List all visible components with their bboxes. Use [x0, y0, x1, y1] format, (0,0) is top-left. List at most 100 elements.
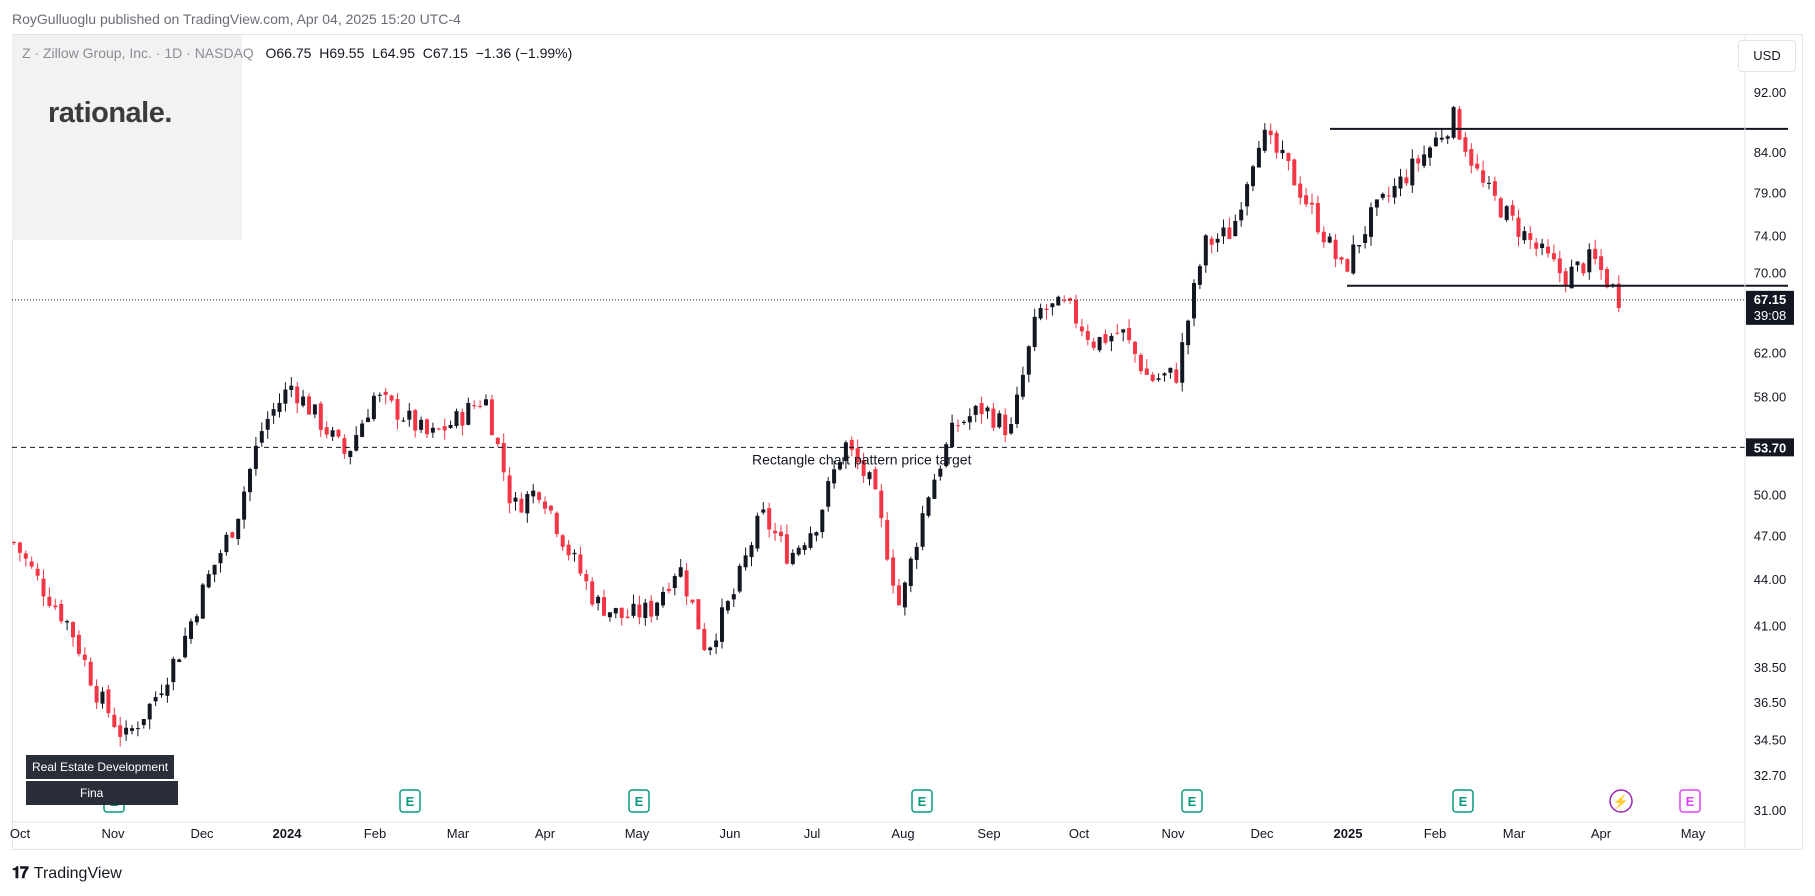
y-tick-label: 38.50 — [1754, 660, 1787, 675]
target-price-label: 53.70 — [1754, 440, 1787, 455]
candle-body — [897, 585, 901, 606]
candle-body — [944, 444, 949, 467]
currency-button[interactable]: USD — [1738, 40, 1796, 72]
candle-body — [1280, 149, 1285, 154]
candle-body — [572, 552, 577, 555]
candle-body — [106, 689, 111, 714]
footer-brand[interactable]: TradingView — [33, 865, 122, 882]
candle-body — [236, 518, 241, 540]
candle-body — [23, 553, 28, 559]
earnings-icon — [628, 789, 650, 813]
candle-body — [478, 405, 483, 407]
candle-body — [584, 574, 589, 582]
candle-body — [1422, 154, 1427, 166]
candle-body — [720, 607, 724, 642]
x-tick-label: Nov — [101, 826, 125, 841]
candle-body — [1186, 320, 1191, 346]
earnings-icon — [1452, 789, 1474, 813]
candle-body — [12, 541, 16, 543]
candle-body — [843, 442, 848, 462]
candle-body — [979, 403, 984, 415]
candle-body — [1003, 414, 1008, 436]
x-tick-label: Feb — [364, 826, 386, 841]
candle-body — [1428, 147, 1432, 158]
sector-badge[interactable]: Real Estate Development — [26, 755, 175, 779]
candle-body — [1251, 166, 1255, 187]
candle-body — [419, 419, 424, 430]
candle-body — [200, 584, 205, 619]
y-tick-label: 36.50 — [1754, 695, 1787, 710]
candle-body — [348, 450, 353, 457]
candle-body — [1386, 195, 1391, 197]
candle-body — [489, 399, 494, 436]
candle-body — [1233, 220, 1238, 237]
candle-body — [649, 600, 654, 617]
earnings-icon — [1181, 789, 1203, 813]
candle-body — [1215, 238, 1220, 243]
candle-body — [1256, 147, 1261, 168]
candle-body — [1138, 354, 1143, 372]
change-value: −1.36 (−1.99%) — [475, 45, 573, 61]
countdown-label: 39:08 — [1754, 308, 1787, 323]
open-label: O — [265, 45, 277, 61]
candle-body — [1292, 159, 1297, 186]
candle-body — [873, 469, 878, 490]
y-tick-label: 74.00 — [1754, 229, 1787, 244]
candle-body — [1174, 369, 1179, 383]
candle-body — [1498, 198, 1503, 218]
candle-body — [1557, 258, 1562, 274]
candle-body — [413, 410, 418, 431]
candle-body — [566, 544, 571, 556]
x-tick-label: May — [1681, 826, 1706, 841]
candle-body — [442, 426, 447, 431]
candle-body — [773, 530, 778, 534]
candle-body — [696, 599, 701, 630]
candle-body — [678, 567, 683, 577]
candle-body — [637, 604, 642, 618]
candle-body — [1551, 253, 1556, 260]
candle-body — [1144, 368, 1149, 375]
candle-body — [1221, 227, 1226, 237]
candle-body — [1546, 246, 1550, 254]
rationale-logo: rationale. — [48, 97, 172, 129]
sector-badge-secondary[interactable]: Fina — [26, 781, 178, 805]
candle-body — [1127, 327, 1132, 341]
candle-body — [1587, 249, 1592, 273]
candle-body — [1121, 329, 1126, 333]
candle-body — [914, 546, 919, 560]
candle-body — [1310, 202, 1314, 205]
candle-body — [495, 437, 500, 444]
candle-body — [324, 427, 329, 435]
x-tick-label: Dec — [190, 826, 214, 841]
candle-body — [961, 421, 966, 424]
candle-body — [1487, 182, 1491, 184]
candle-body — [124, 727, 129, 735]
candle-body — [135, 728, 140, 730]
last-price-box — [1746, 290, 1794, 325]
target-price-box — [1746, 438, 1794, 457]
candle-body — [1416, 158, 1421, 164]
candle-body — [1062, 299, 1067, 301]
candle-body — [1239, 209, 1244, 221]
candle-body — [525, 494, 530, 514]
candle-body — [602, 597, 606, 616]
candle-body — [808, 533, 813, 548]
candle-body — [749, 545, 754, 558]
y-tick-label: 62.00 — [1754, 345, 1787, 360]
x-tick-label: Apr — [535, 826, 556, 841]
earnings-icon — [911, 789, 933, 813]
candle-body — [1540, 243, 1545, 248]
candle-body — [537, 492, 542, 500]
candle-body — [920, 513, 925, 547]
symbol-legend: Z · Zillow Group, Inc. · 1D · NASDAQ O66… — [22, 45, 572, 61]
candle-body — [855, 448, 860, 463]
candle-body — [554, 512, 559, 535]
candle-body — [619, 607, 624, 618]
candle-body — [531, 490, 536, 497]
candle-body — [1032, 316, 1037, 347]
candle-body — [1274, 132, 1279, 153]
candle-body — [407, 410, 412, 420]
candle-body — [1056, 296, 1061, 306]
